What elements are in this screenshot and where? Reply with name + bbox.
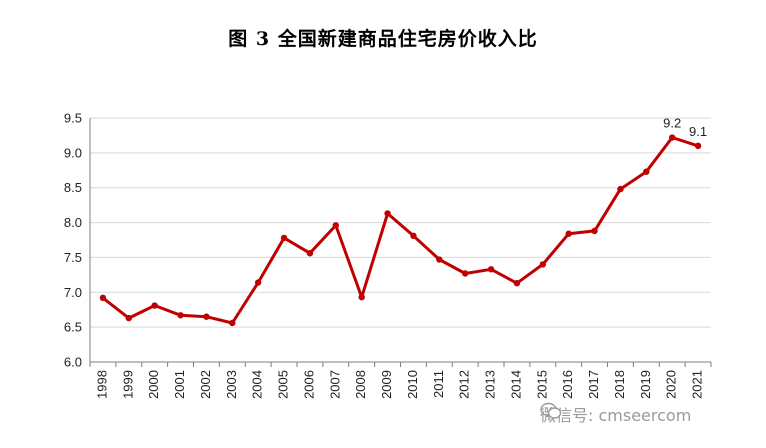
y-tick-label: 9.0 bbox=[64, 145, 82, 160]
data-point bbox=[513, 280, 521, 287]
x-tick-label: 2006 bbox=[301, 370, 316, 399]
y-tick-label: 8.0 bbox=[64, 215, 82, 230]
data-point bbox=[151, 302, 158, 309]
data-point bbox=[99, 294, 107, 302]
y-tick-label: 6.5 bbox=[64, 320, 82, 335]
data-label: 9.2 bbox=[663, 116, 681, 131]
watermark-text: 微信号: cmseercom bbox=[540, 406, 692, 425]
x-tick-label: 2012 bbox=[457, 370, 472, 399]
x-tick-label: 2013 bbox=[483, 370, 498, 399]
data-point bbox=[280, 234, 288, 242]
data-point bbox=[332, 222, 340, 229]
data-point bbox=[125, 314, 133, 322]
data-point bbox=[461, 270, 469, 277]
x-tick-label: 2014 bbox=[508, 370, 523, 399]
x-tick-label: 2015 bbox=[534, 370, 549, 399]
data-point bbox=[229, 319, 236, 327]
x-tick-label: 2001 bbox=[172, 370, 187, 399]
y-tick-label: 7.0 bbox=[64, 285, 82, 300]
data-point bbox=[617, 185, 624, 193]
x-tick-label: 1999 bbox=[120, 370, 135, 399]
x-tick-label: 2004 bbox=[250, 370, 265, 399]
x-tick-label: 2021 bbox=[690, 370, 705, 399]
data-point bbox=[254, 279, 262, 286]
data-point bbox=[177, 312, 184, 319]
x-tick-label: 2002 bbox=[198, 370, 213, 399]
y-tick-label: 6.0 bbox=[64, 355, 82, 370]
data-point bbox=[668, 134, 676, 141]
y-tick-label: 8.5 bbox=[64, 180, 82, 195]
x-tick-label: 2000 bbox=[146, 370, 161, 399]
data-point bbox=[384, 210, 391, 217]
data-label: 9.1 bbox=[689, 124, 707, 139]
data-point bbox=[539, 261, 547, 268]
y-tick-label: 9.5 bbox=[64, 111, 82, 126]
data-point bbox=[487, 266, 495, 273]
x-tick-label: 2020 bbox=[664, 370, 679, 399]
x-tick-label: 2007 bbox=[327, 370, 342, 399]
data-point bbox=[436, 256, 443, 263]
x-tick-label: 2008 bbox=[353, 370, 368, 399]
x-tick-label: 2005 bbox=[276, 370, 291, 399]
x-tick-label: 2016 bbox=[560, 370, 575, 399]
data-point bbox=[358, 293, 365, 301]
y-tick-label: 7.5 bbox=[64, 250, 82, 265]
data-point bbox=[565, 230, 572, 237]
series-line bbox=[101, 136, 699, 325]
watermark: 微信号: cmseercom bbox=[540, 402, 691, 426]
x-tick-label: 2019 bbox=[638, 370, 653, 399]
x-tick-label: 2003 bbox=[224, 370, 239, 399]
chart-title: 图 3 全国新建商品住宅房价收入比 bbox=[228, 28, 538, 50]
wechat-icon bbox=[540, 402, 562, 419]
data-point bbox=[643, 168, 650, 175]
x-tick-label: 2017 bbox=[586, 370, 601, 399]
data-point bbox=[203, 313, 210, 320]
data-point bbox=[694, 142, 702, 150]
data-point bbox=[591, 227, 598, 235]
x-tick-label: 1998 bbox=[94, 370, 109, 399]
data-point bbox=[306, 250, 314, 257]
x-tick-label: 2011 bbox=[431, 370, 446, 398]
data-point bbox=[410, 232, 417, 240]
x-tick-label: 2009 bbox=[379, 370, 394, 399]
x-tick-label: 2018 bbox=[612, 370, 627, 399]
x-tick-label: 2010 bbox=[405, 370, 420, 399]
